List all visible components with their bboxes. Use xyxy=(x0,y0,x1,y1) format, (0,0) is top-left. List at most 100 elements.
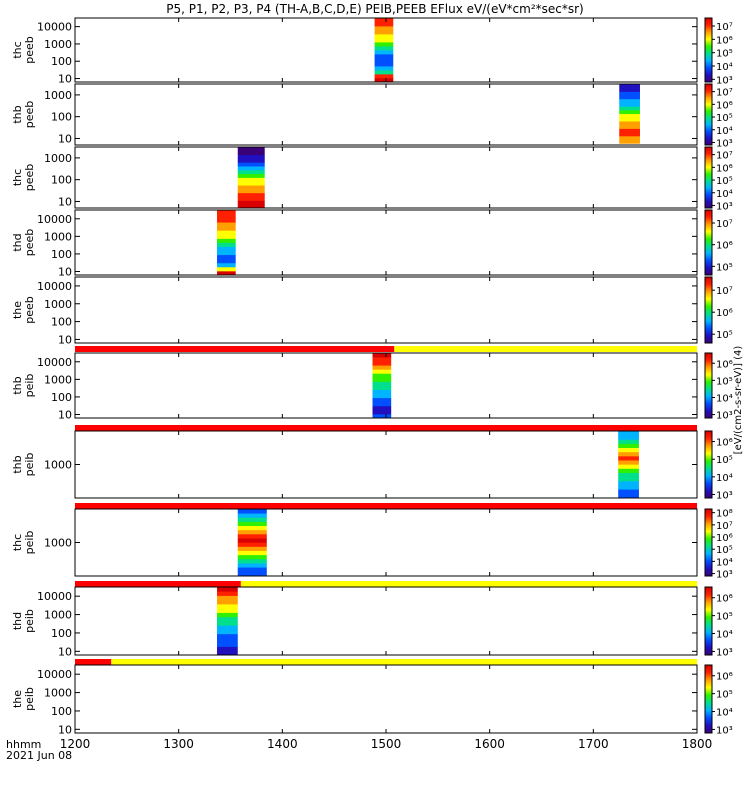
colorbar-tick-label: 10⁶ xyxy=(716,35,733,46)
y-tick-label: 10 xyxy=(58,723,72,736)
spectrogram-cell xyxy=(374,62,394,67)
colorbar-tick-label: 10⁵ xyxy=(716,113,733,124)
colorbar-tick-label: 10⁷ xyxy=(716,151,733,162)
spectrogram-cell xyxy=(217,650,238,656)
spectrogram-cell xyxy=(217,638,238,643)
panel-frame xyxy=(74,664,698,734)
spectrogram-cell xyxy=(217,608,238,613)
colorbar-tick-label: 10³ xyxy=(716,725,733,736)
spectrogram-cell xyxy=(374,42,394,47)
y-tick-label: 10 xyxy=(58,265,72,278)
spectrogram-cell xyxy=(237,162,265,167)
spectrogram-cell xyxy=(237,554,267,560)
y-tick-label: 1000 xyxy=(44,230,72,243)
y-tick-label: 100 xyxy=(51,248,72,261)
spectrogram-cell xyxy=(372,365,392,370)
spectrogram-cell xyxy=(372,361,392,366)
colorbar-tick-label: 10⁵ xyxy=(716,690,733,701)
spectrogram-cell xyxy=(237,533,267,539)
spectrogram-cell xyxy=(217,238,236,243)
colorbar-tick-label: 10⁵ xyxy=(716,376,733,387)
colorbar xyxy=(704,17,713,83)
spectrogram-cell xyxy=(374,26,394,31)
x-tick-label: 1800 xyxy=(682,737,713,751)
spectrogram-cell xyxy=(618,439,639,444)
y-tick-label: 10000 xyxy=(37,356,72,369)
colorbar-tick-label: 10⁷ xyxy=(716,521,733,532)
colorbar xyxy=(704,209,713,276)
y-tick-label: 100 xyxy=(51,391,72,404)
colorbar-tick-label: 10⁴ xyxy=(716,630,733,641)
spectrogram-cell xyxy=(237,188,265,194)
panel-frame xyxy=(74,209,698,276)
x-tick-label: 1500 xyxy=(371,737,402,751)
spectrogram-cell xyxy=(237,166,265,171)
y-tick-label: 100 xyxy=(51,705,72,718)
spectrogram-cell xyxy=(374,22,394,27)
colorbar-tick-label: 10⁵ xyxy=(716,455,733,466)
colorbar xyxy=(704,664,713,734)
y-tick-label: 1000 xyxy=(44,298,72,311)
colorbar-tick-label: 10⁷ xyxy=(716,286,733,297)
spectrogram-cell xyxy=(217,210,236,215)
spectrogram-cell xyxy=(619,98,640,103)
spectrogram-cell xyxy=(374,34,394,39)
colorbar-tick-label: 10⁵ xyxy=(716,49,733,60)
spectrogram-cell xyxy=(374,38,394,43)
y-tick-label: 10 xyxy=(58,132,72,145)
panel-label: thb xyxy=(11,455,24,473)
spectrogram-cell xyxy=(237,546,267,551)
spectrogram-cell xyxy=(217,595,238,601)
spectrogram-cell xyxy=(372,413,392,419)
spectrogram-cell xyxy=(217,250,236,256)
spectrogram-cell xyxy=(374,54,394,59)
colorbar-tick-label: 10⁶ xyxy=(716,672,733,683)
spectrogram-cell xyxy=(237,567,267,572)
colorbar-tick-label: 10⁴ xyxy=(716,473,733,484)
panel-label: the xyxy=(11,690,24,708)
y-tick-label: 1000 xyxy=(44,537,72,550)
spectrogram-cell xyxy=(619,106,640,111)
spectrogram-cell xyxy=(217,642,238,647)
spectrogram-cell xyxy=(217,222,236,227)
status-bar-segment xyxy=(75,346,395,352)
panel-label: peeb xyxy=(23,296,36,324)
panel-label: thb xyxy=(11,376,24,394)
spectrogram-cell xyxy=(237,542,267,547)
spectrogram-cell xyxy=(217,599,238,605)
spectrogram-cell xyxy=(237,177,265,182)
spectrogram-cell xyxy=(372,409,392,415)
spectrogram-cell xyxy=(237,173,265,178)
panel-label: thb xyxy=(11,105,24,123)
panel-label: thc xyxy=(11,534,24,551)
colorbar-tick-label: 10⁸ xyxy=(716,509,733,520)
colorbar xyxy=(704,430,713,499)
spectrogram-cell xyxy=(618,443,639,449)
y-tick-label: 100 xyxy=(51,627,72,640)
panel-frame xyxy=(74,586,698,656)
colorbar-tick-label: 10³ xyxy=(716,138,733,149)
y-tick-label: 1000 xyxy=(44,609,72,622)
panel-frame xyxy=(74,276,698,344)
x-tick-label: 1200 xyxy=(60,737,91,751)
spectrogram-cell xyxy=(217,218,236,223)
spectrogram-cell xyxy=(372,369,392,374)
panel-frame xyxy=(74,508,698,577)
status-bar-segment xyxy=(75,581,241,587)
spectrogram-cell xyxy=(372,397,392,403)
panel-label: peib xyxy=(23,374,36,398)
spectrogram-cell xyxy=(618,464,639,469)
spectrogram-cell xyxy=(618,480,639,486)
colorbar-tick-label: 10⁴ xyxy=(716,189,733,200)
chart-title: P5, P1, P2, P3, P4 (TH-A,B,C,D,E) PEIB,P… xyxy=(166,2,584,16)
y-tick-label: 10 xyxy=(58,408,72,421)
spectrogram-cell xyxy=(619,121,640,126)
spectrogram-cell xyxy=(618,485,639,490)
colorbar-tick-label: 10⁴ xyxy=(716,557,733,568)
spectrogram-cell xyxy=(217,214,236,219)
colorbar xyxy=(704,508,713,577)
spectrogram-cell xyxy=(237,550,267,556)
spectrogram-cell xyxy=(619,91,640,96)
panel-label: peib xyxy=(23,531,36,555)
spectrogram-cell xyxy=(372,357,392,362)
